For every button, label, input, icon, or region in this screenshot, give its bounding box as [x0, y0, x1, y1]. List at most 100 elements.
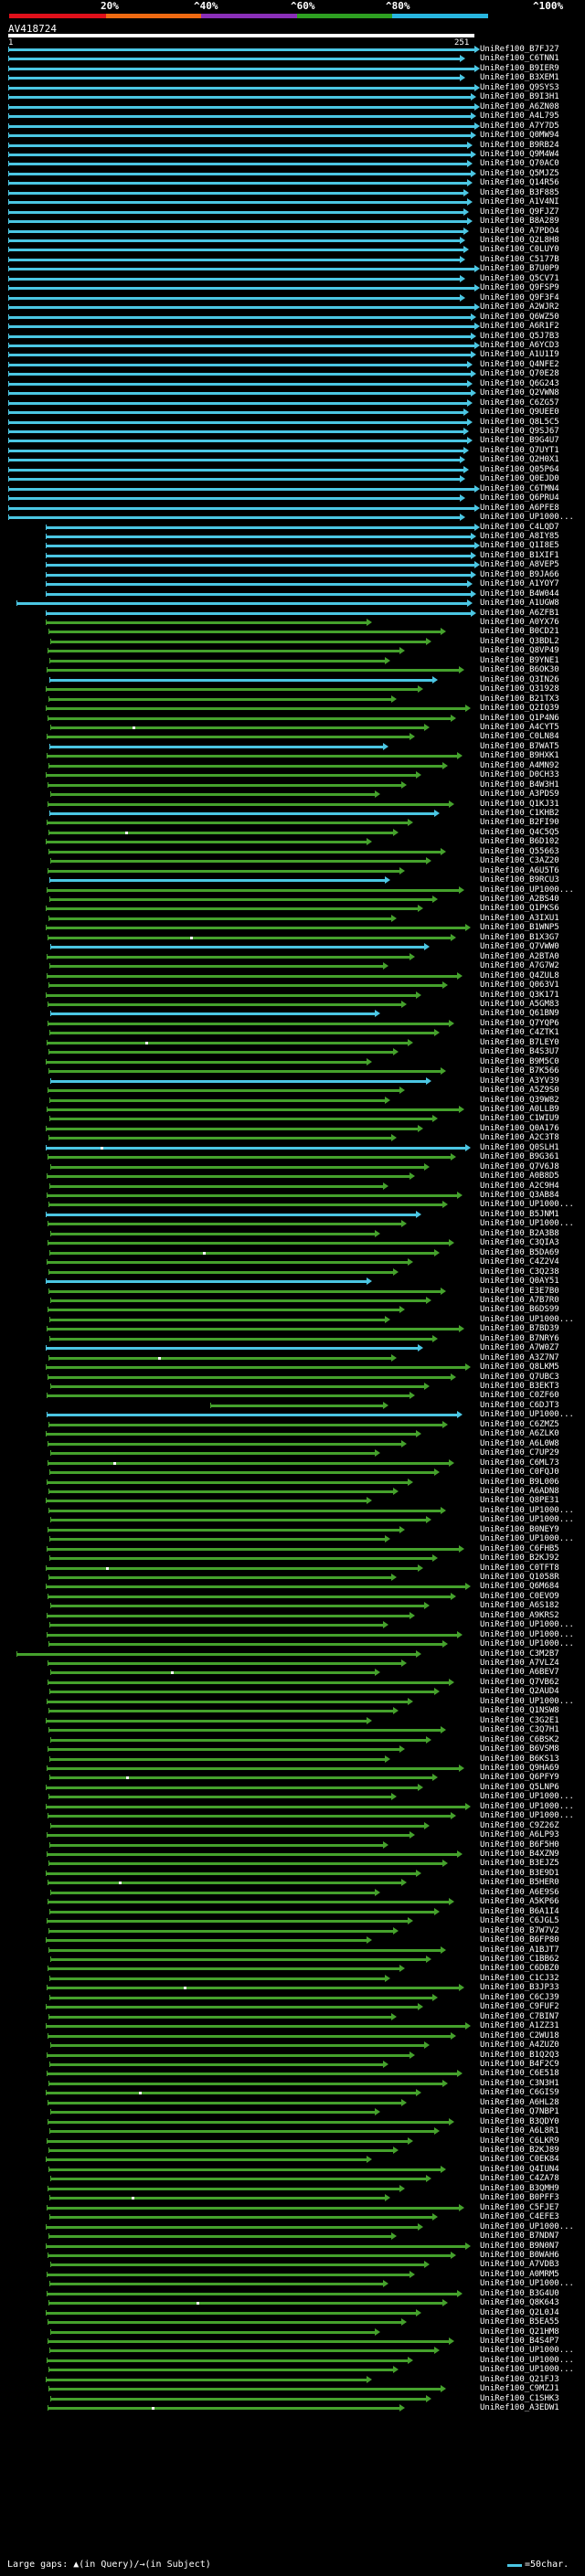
- hit-row[interactable]: UniRef100_A1YOY7: [0, 580, 585, 589]
- hit-alignment-line[interactable]: [49, 898, 432, 901]
- hit-alignment-line[interactable]: [48, 2340, 449, 2343]
- hit-alignment-line[interactable]: [48, 2321, 401, 2324]
- hit-row[interactable]: UniRef100_A1V4NI: [0, 198, 585, 207]
- hit-row[interactable]: UniRef100_A6S182: [0, 1602, 585, 1611]
- hit-row[interactable]: UniRef100_B7WAT5: [0, 743, 585, 752]
- hit-row[interactable]: UniRef100_Q70AC0: [0, 160, 585, 169]
- hit-label[interactable]: UniRef100_Q2AUD4: [480, 1687, 559, 1696]
- hit-alignment-line[interactable]: [47, 2140, 408, 2143]
- hit-alignment-line[interactable]: [8, 430, 463, 433]
- hit-label[interactable]: UniRef100_C0LUY0: [480, 245, 559, 254]
- hit-alignment-line[interactable]: [8, 345, 474, 347]
- hit-row[interactable]: UniRef100_B6VSM8: [0, 1745, 585, 1754]
- hit-label[interactable]: UniRef100_Q9UEE0: [480, 408, 559, 417]
- hit-row[interactable]: UniRef100_Q4ZUL8: [0, 972, 585, 981]
- hit-label[interactable]: UniRef100_C7UP29: [480, 1448, 559, 1458]
- hit-row[interactable]: UniRef100_A0MRM5: [0, 2271, 585, 2280]
- hit-row[interactable]: UniRef100_Q5CV71: [0, 275, 585, 284]
- hit-row[interactable]: UniRef100_A7PDO4: [0, 228, 585, 237]
- hit-alignment-line[interactable]: [46, 526, 474, 529]
- hit-alignment-line[interactable]: [48, 832, 393, 834]
- hit-alignment-line[interactable]: [49, 1776, 432, 1779]
- hit-alignment-line[interactable]: [8, 469, 463, 472]
- hit-row[interactable]: UniRef100_Q1PKS6: [0, 905, 585, 914]
- hit-alignment-line[interactable]: [49, 965, 383, 968]
- hit-row[interactable]: UniRef100_C6ZMZ5: [0, 1421, 585, 1430]
- hit-label[interactable]: UniRef100_B0NEY9: [480, 1525, 559, 1534]
- hit-alignment-line[interactable]: [49, 679, 432, 682]
- hit-row[interactable]: UniRef100_UP1000...: [0, 2223, 585, 2232]
- hit-alignment-line[interactable]: [49, 1758, 385, 1761]
- hit-row[interactable]: UniRef100_Q6M684: [0, 1583, 585, 1592]
- hit-alignment-line[interactable]: [48, 870, 399, 873]
- hit-alignment-line[interactable]: [46, 1128, 418, 1130]
- hit-alignment-line[interactable]: [48, 1901, 449, 1903]
- hit-alignment-line[interactable]: [47, 975, 457, 978]
- hit-label[interactable]: UniRef100_UP1000...: [480, 1792, 574, 1801]
- hit-row[interactable]: UniRef100_UP1000...: [0, 1411, 585, 1420]
- hit-row[interactable]: UniRef100_A2BTA0: [0, 953, 585, 962]
- hit-label[interactable]: UniRef100_Q8K643: [480, 2298, 559, 2307]
- hit-row[interactable]: UniRef100_UP1000...: [0, 1201, 585, 1210]
- hit-label[interactable]: UniRef100_Q70AC0: [480, 159, 559, 168]
- hit-label[interactable]: UniRef100_A7VDB3: [480, 2260, 559, 2269]
- hit-row[interactable]: UniRef100_Q8K643: [0, 2299, 585, 2308]
- hit-row[interactable]: UniRef100_E3E7B0: [0, 1288, 585, 1297]
- hit-alignment-line[interactable]: [46, 1147, 465, 1150]
- hit-row[interactable]: UniRef100_A1ZZ31: [0, 2022, 585, 2031]
- hit-row[interactable]: UniRef100_A7W0Z7: [0, 1344, 585, 1353]
- hit-row[interactable]: UniRef100_Q21HM8: [0, 2328, 585, 2337]
- hit-label[interactable]: UniRef100_B3QMH9: [480, 2184, 559, 2193]
- hit-label[interactable]: UniRef100_C6CJ39: [480, 1993, 559, 2002]
- hit-row[interactable]: UniRef100_Q6PRU4: [0, 494, 585, 504]
- hit-alignment-line[interactable]: [46, 574, 471, 577]
- hit-row[interactable]: UniRef100_C6BSK2: [0, 1736, 585, 1745]
- hit-alignment-line[interactable]: [48, 2102, 401, 2104]
- hit-alignment-line[interactable]: [48, 2302, 442, 2305]
- hit-alignment-line[interactable]: [48, 1309, 399, 1311]
- hit-row[interactable]: UniRef100_C2WU18: [0, 2032, 585, 2041]
- hit-row[interactable]: UniRef100_Q1I8E5: [0, 542, 585, 551]
- hit-row[interactable]: UniRef100_A3EDW1: [0, 2404, 585, 2413]
- hit-row[interactable]: UniRef100_Q5MJZ5: [0, 170, 585, 179]
- hit-row[interactable]: UniRef100_A3PDS9: [0, 790, 585, 800]
- hit-row[interactable]: UniRef100_A7Y7D5: [0, 122, 585, 132]
- hit-row[interactable]: UniRef100_UP1000...: [0, 1316, 585, 1325]
- hit-alignment-line[interactable]: [47, 1987, 459, 1989]
- hit-row[interactable]: UniRef100_Q7UYT1: [0, 447, 585, 456]
- hit-row[interactable]: UniRef100_C1BB62: [0, 1956, 585, 1965]
- hit-label[interactable]: UniRef100_Q2L8H8: [480, 236, 559, 245]
- hit-label[interactable]: UniRef100_UP1000...: [480, 1697, 574, 1706]
- hit-row[interactable]: UniRef100_UP1000...: [0, 1507, 585, 1516]
- hit-label[interactable]: UniRef100_B6A1I4: [480, 1907, 559, 1916]
- hit-label[interactable]: UniRef100_A1BJT7: [480, 1945, 559, 1955]
- hit-label[interactable]: UniRef100_Q21HM8: [480, 2327, 559, 2337]
- hit-alignment-line[interactable]: [48, 937, 451, 939]
- hit-row[interactable]: UniRef100_B6FP80: [0, 1936, 585, 1945]
- hit-alignment-line[interactable]: [48, 1681, 449, 1684]
- hit-alignment-line[interactable]: [47, 755, 457, 758]
- hit-row[interactable]: UniRef100_B9RB24: [0, 142, 585, 151]
- hit-alignment-line[interactable]: [50, 1385, 424, 1388]
- hit-alignment-line[interactable]: [50, 1299, 426, 1302]
- hit-alignment-line[interactable]: [49, 1471, 434, 1474]
- hit-alignment-line[interactable]: [48, 1424, 442, 1426]
- hit-label[interactable]: UniRef100_Q5J7B3: [480, 332, 559, 341]
- hit-label[interactable]: UniRef100_C1KHB2: [480, 809, 559, 818]
- hit-row[interactable]: UniRef100_B1X3G7: [0, 934, 585, 943]
- hit-label[interactable]: UniRef100_B0WAH6: [480, 2251, 559, 2260]
- hit-row[interactable]: UniRef100_C0EVO9: [0, 1593, 585, 1602]
- hit-alignment-line[interactable]: [46, 927, 465, 929]
- hit-label[interactable]: UniRef100_Q8PE31: [480, 1496, 559, 1505]
- hit-label[interactable]: UniRef100_Q2VWN8: [480, 388, 559, 398]
- hit-row[interactable]: UniRef100_C1SHK3: [0, 2395, 585, 2404]
- hit-row[interactable]: UniRef100_B6D102: [0, 838, 585, 847]
- hit-label[interactable]: UniRef100_C3M2B7: [480, 1649, 559, 1659]
- hit-label[interactable]: UniRef100_A7Y7D5: [480, 122, 559, 131]
- hit-row[interactable]: UniRef100_Q39W82: [0, 1097, 585, 1106]
- hit-label[interactable]: UniRef100_Q3AB84: [480, 1191, 559, 1200]
- hit-row[interactable]: UniRef100_C6TMN4: [0, 485, 585, 494]
- hit-row[interactable]: UniRef100_C7BIN7: [0, 2013, 585, 2022]
- hit-alignment-line[interactable]: [46, 1567, 418, 1570]
- hit-label[interactable]: UniRef100_Q70E28: [480, 369, 559, 378]
